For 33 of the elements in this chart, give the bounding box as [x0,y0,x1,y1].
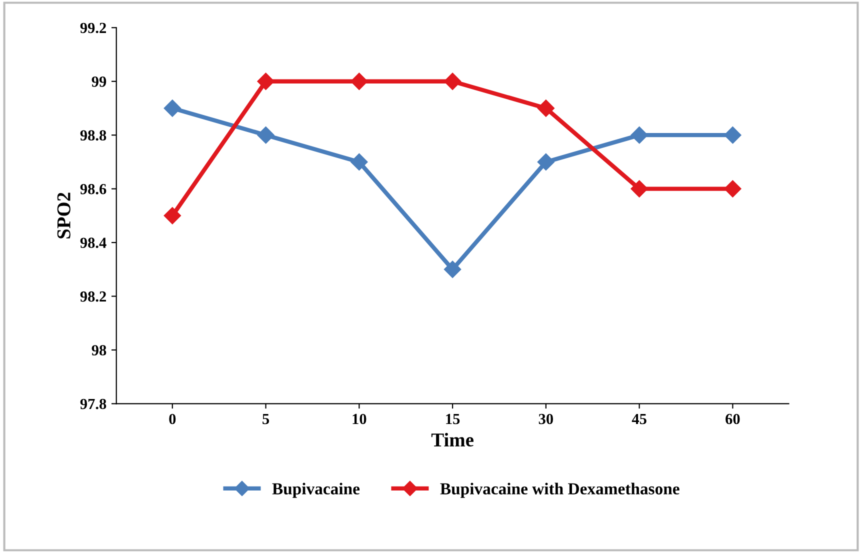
y-tick-label: 98.4 [80,238,106,248]
point [630,126,648,144]
x-tick-label: 15 [446,414,460,424]
point [350,72,368,90]
x-axis-title: Time [431,432,474,446]
y-tick-label: 97.8 [80,398,106,410]
y-axis-title: SPO2 [57,192,70,238]
point [350,153,368,170]
y-tick-label: 98.2 [80,291,106,302]
x-tick-label: 60 [726,414,740,424]
legend-label: Bupivacaine [272,482,360,498]
point [537,153,554,170]
point [164,100,181,117]
x-tick-label: 45 [632,414,646,424]
point [257,126,274,144]
x-tick-label: 30 [538,414,553,424]
point [164,207,181,224]
y-tick-label: 98 [92,345,106,356]
x-tick-label: 5 [262,414,270,424]
point [724,180,742,198]
x-tick-label: 10 [352,414,366,424]
point [724,126,742,144]
point [630,180,648,198]
y-tick-label: 98.8 [80,130,106,141]
point [537,100,554,117]
legend-label: Bupivacaine with Dexamethasone [440,482,680,498]
point [444,260,462,278]
point [257,72,274,90]
y-tick-label: 98.6 [80,184,106,194]
y-tick-label: 99.2 [80,22,106,34]
y-tick-label: 99 [92,76,106,87]
x-tick-label: 0 [169,414,176,424]
point [444,72,462,90]
